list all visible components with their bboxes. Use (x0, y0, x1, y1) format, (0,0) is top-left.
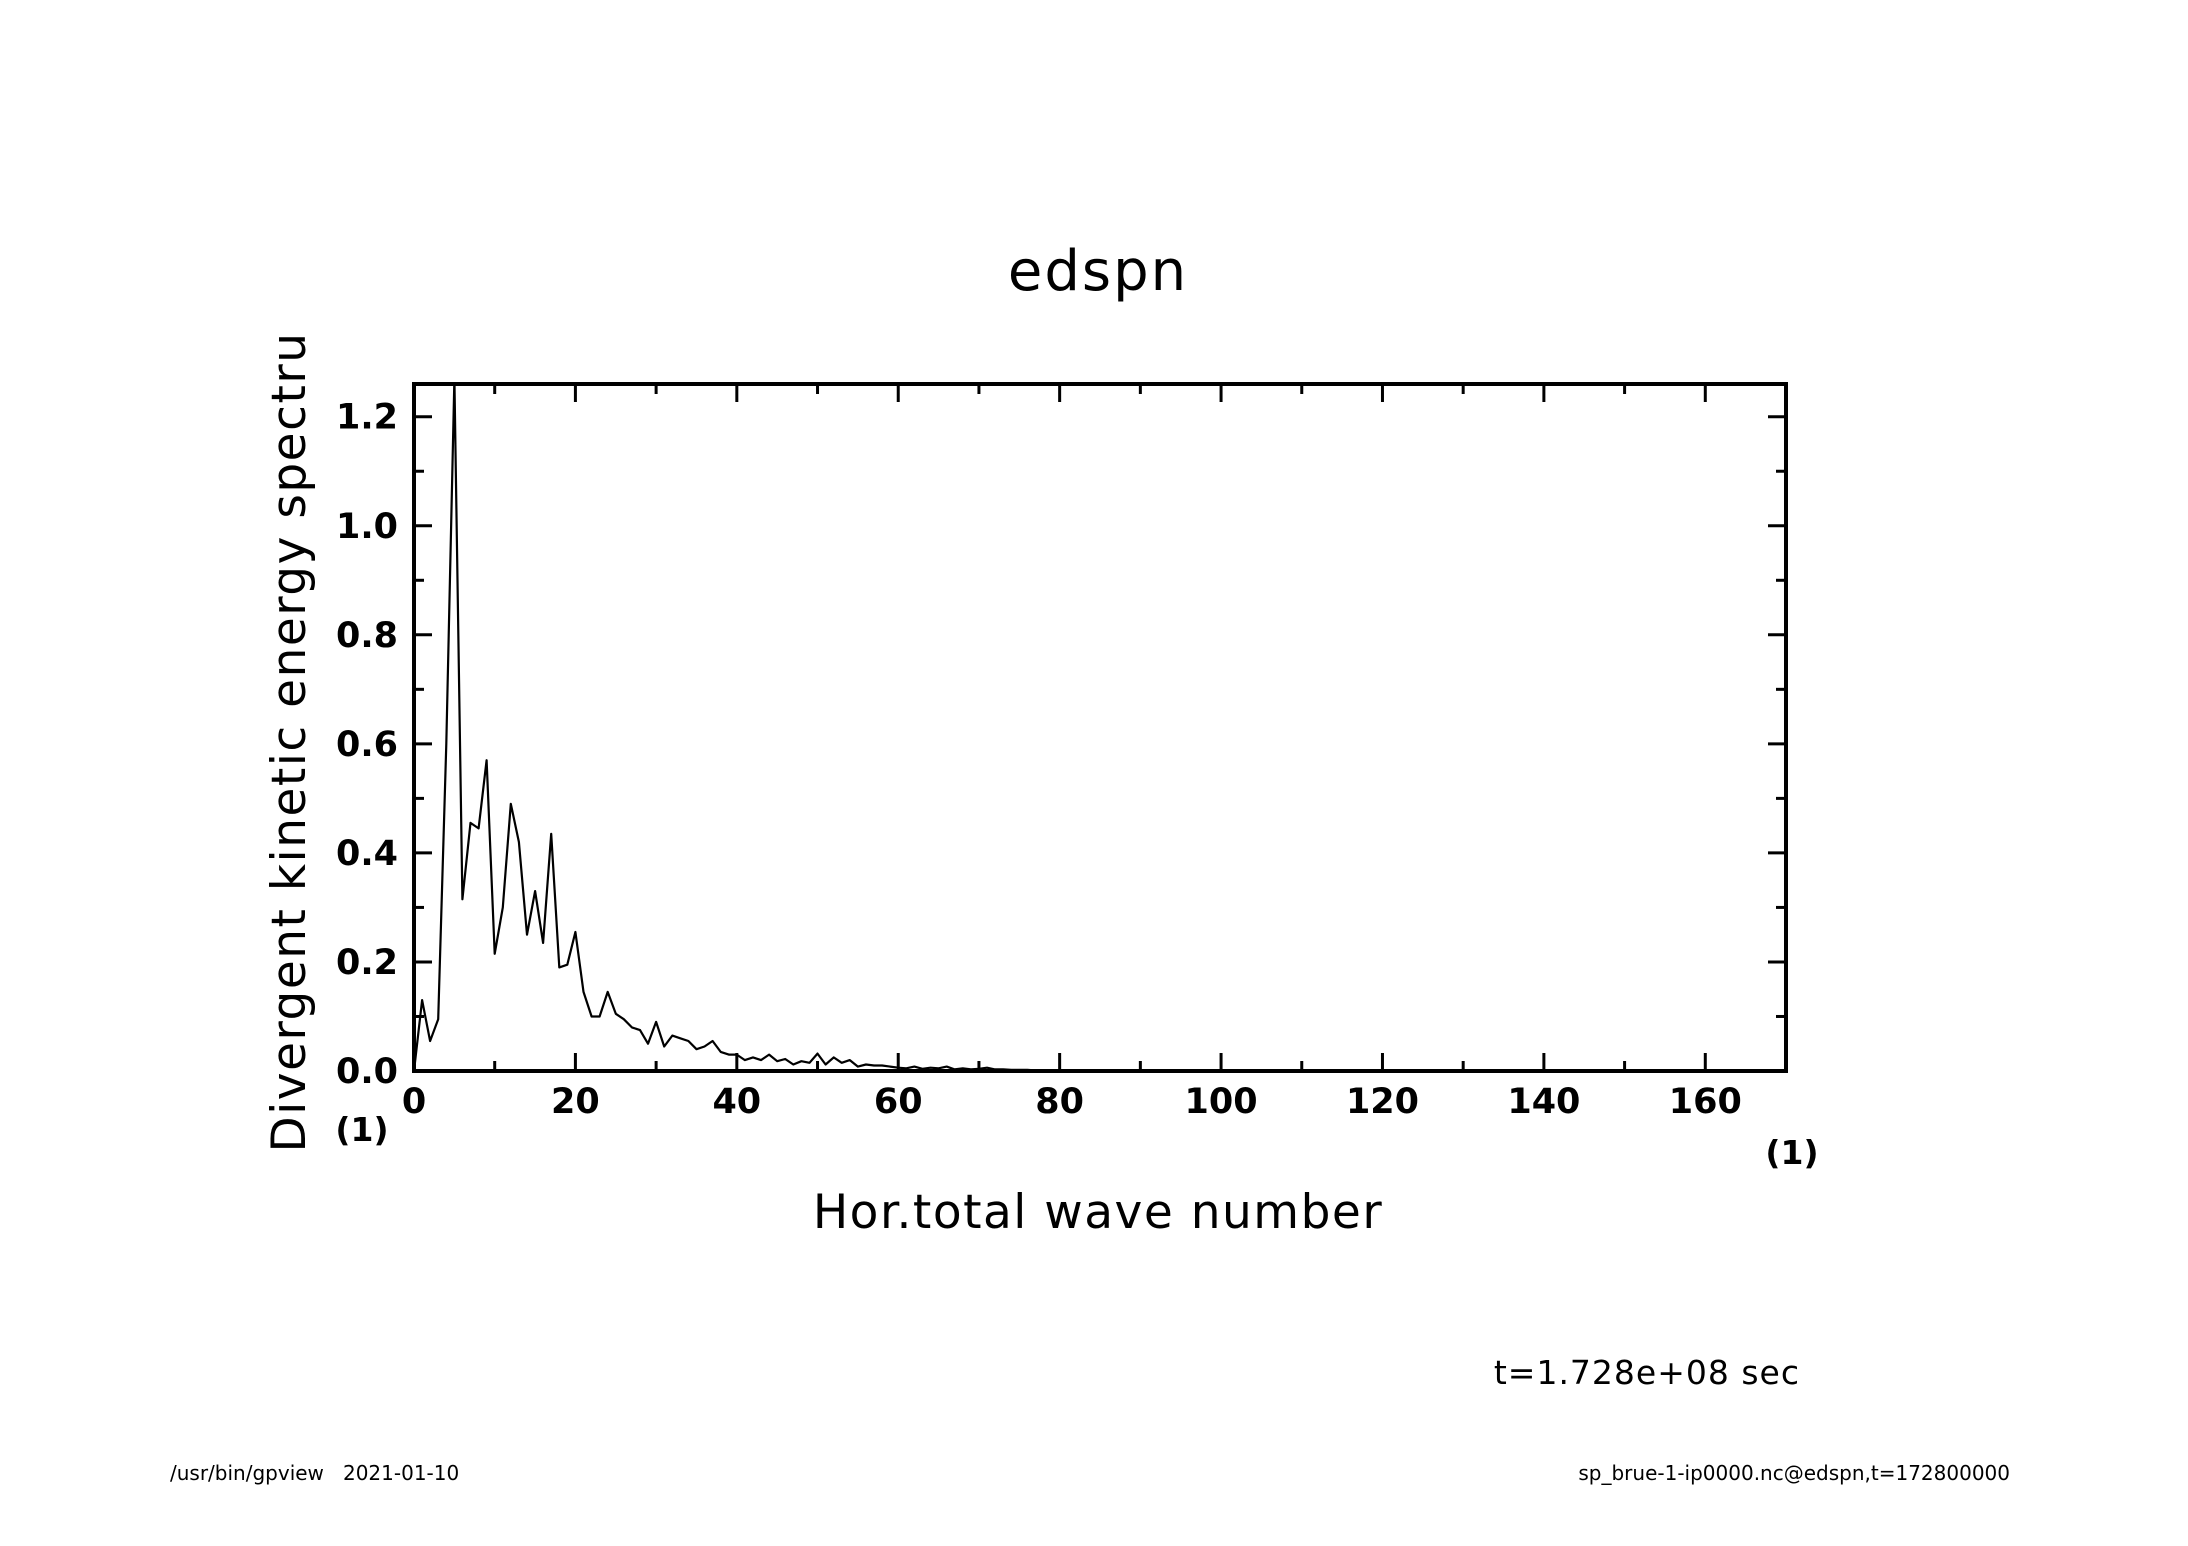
x-tick-label: 160 (1669, 1082, 1742, 1122)
series-line (414, 384, 1786, 1071)
y-tick-label: 0.4 (336, 834, 398, 874)
y-axis-ticks (414, 415, 1786, 1073)
x-tick-label: 40 (712, 1082, 761, 1122)
x-tick-label: 120 (1346, 1082, 1419, 1122)
y-tick-label: 0.6 (336, 725, 398, 765)
y-tick-label: 1.0 (336, 507, 398, 547)
x-tick-label: 80 (1035, 1082, 1084, 1122)
x-axis-unit: (1) (1765, 1133, 1818, 1172)
plot-frame (412, 382, 1788, 1073)
x-tick-label: 60 (874, 1082, 923, 1122)
x-tick-label: 0 (402, 1082, 426, 1122)
time-label: t=1.728e+08 sec (1494, 1353, 1800, 1392)
x-tick-label: 140 (1507, 1082, 1580, 1122)
x-axis-tick-labels: 0 20 40 60 80 100 120 140 160 (402, 1082, 1742, 1122)
y-axis-tick-labels: 0.0 0.2 0.4 0.6 0.8 1.0 1.2 (336, 398, 398, 1092)
y-axis-unit: (1) (335, 1110, 388, 1149)
y-tick-label: 0.8 (336, 616, 398, 656)
x-tick-label: 100 (1185, 1082, 1258, 1122)
y-tick-label: 0.0 (336, 1052, 398, 1092)
x-tick-label: 20 (551, 1082, 600, 1122)
y-tick-label: 1.2 (336, 398, 398, 438)
y-tick-label: 0.2 (336, 943, 398, 983)
x-axis-label: Hor.total wave number (813, 1185, 1383, 1240)
x-axis-ticks (412, 384, 1788, 1071)
chart-title: edspn (1008, 239, 1188, 304)
footer-right: sp_brue-1-ip0000.nc@edspn,t=172800000 (1578, 1461, 2010, 1485)
footer-left: /usr/bin/gpview 2021-01-10 (170, 1461, 459, 1485)
plot-border (412, 382, 1788, 1073)
y-axis-label: Divergent kinetic energy spectru (262, 332, 317, 1153)
series-group (414, 384, 1786, 1071)
